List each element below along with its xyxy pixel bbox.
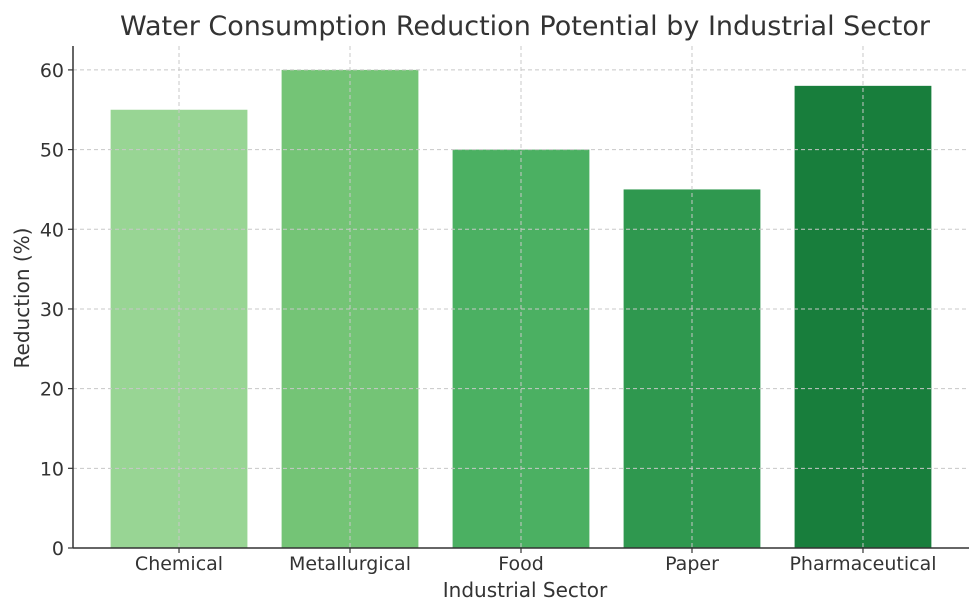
- x-tick-label-metallurgical: Metallurgical: [289, 553, 411, 575]
- y-axis-label: Reduction (%): [10, 228, 34, 369]
- chart-title: Water Consumption Reduction Potential by…: [120, 11, 931, 42]
- x-tick-label-paper: Paper: [665, 553, 719, 575]
- x-axis-label: Industrial Sector: [443, 578, 608, 601]
- tick-labels: 0 10 20 30 40 50 60 Chemical Metallurgical Food Pa…: [40, 60, 937, 575]
- y-tick-label: 20: [40, 379, 64, 401]
- grid: [73, 46, 969, 548]
- y-tick-label: 50: [40, 140, 64, 162]
- x-tick-label-food: Food: [498, 553, 544, 575]
- y-tick-label: 60: [40, 60, 64, 82]
- y-tick-label: 0: [52, 538, 64, 560]
- bar-pharmaceutical: [794, 85, 932, 548]
- y-tick-label: 10: [40, 458, 64, 480]
- x-tick-label-chemical: Chemical: [135, 553, 223, 575]
- y-tick-label: 40: [40, 219, 64, 241]
- x-tick-label-pharmaceutical: Pharmaceutical: [789, 553, 936, 575]
- y-tick-label: 30: [40, 299, 64, 321]
